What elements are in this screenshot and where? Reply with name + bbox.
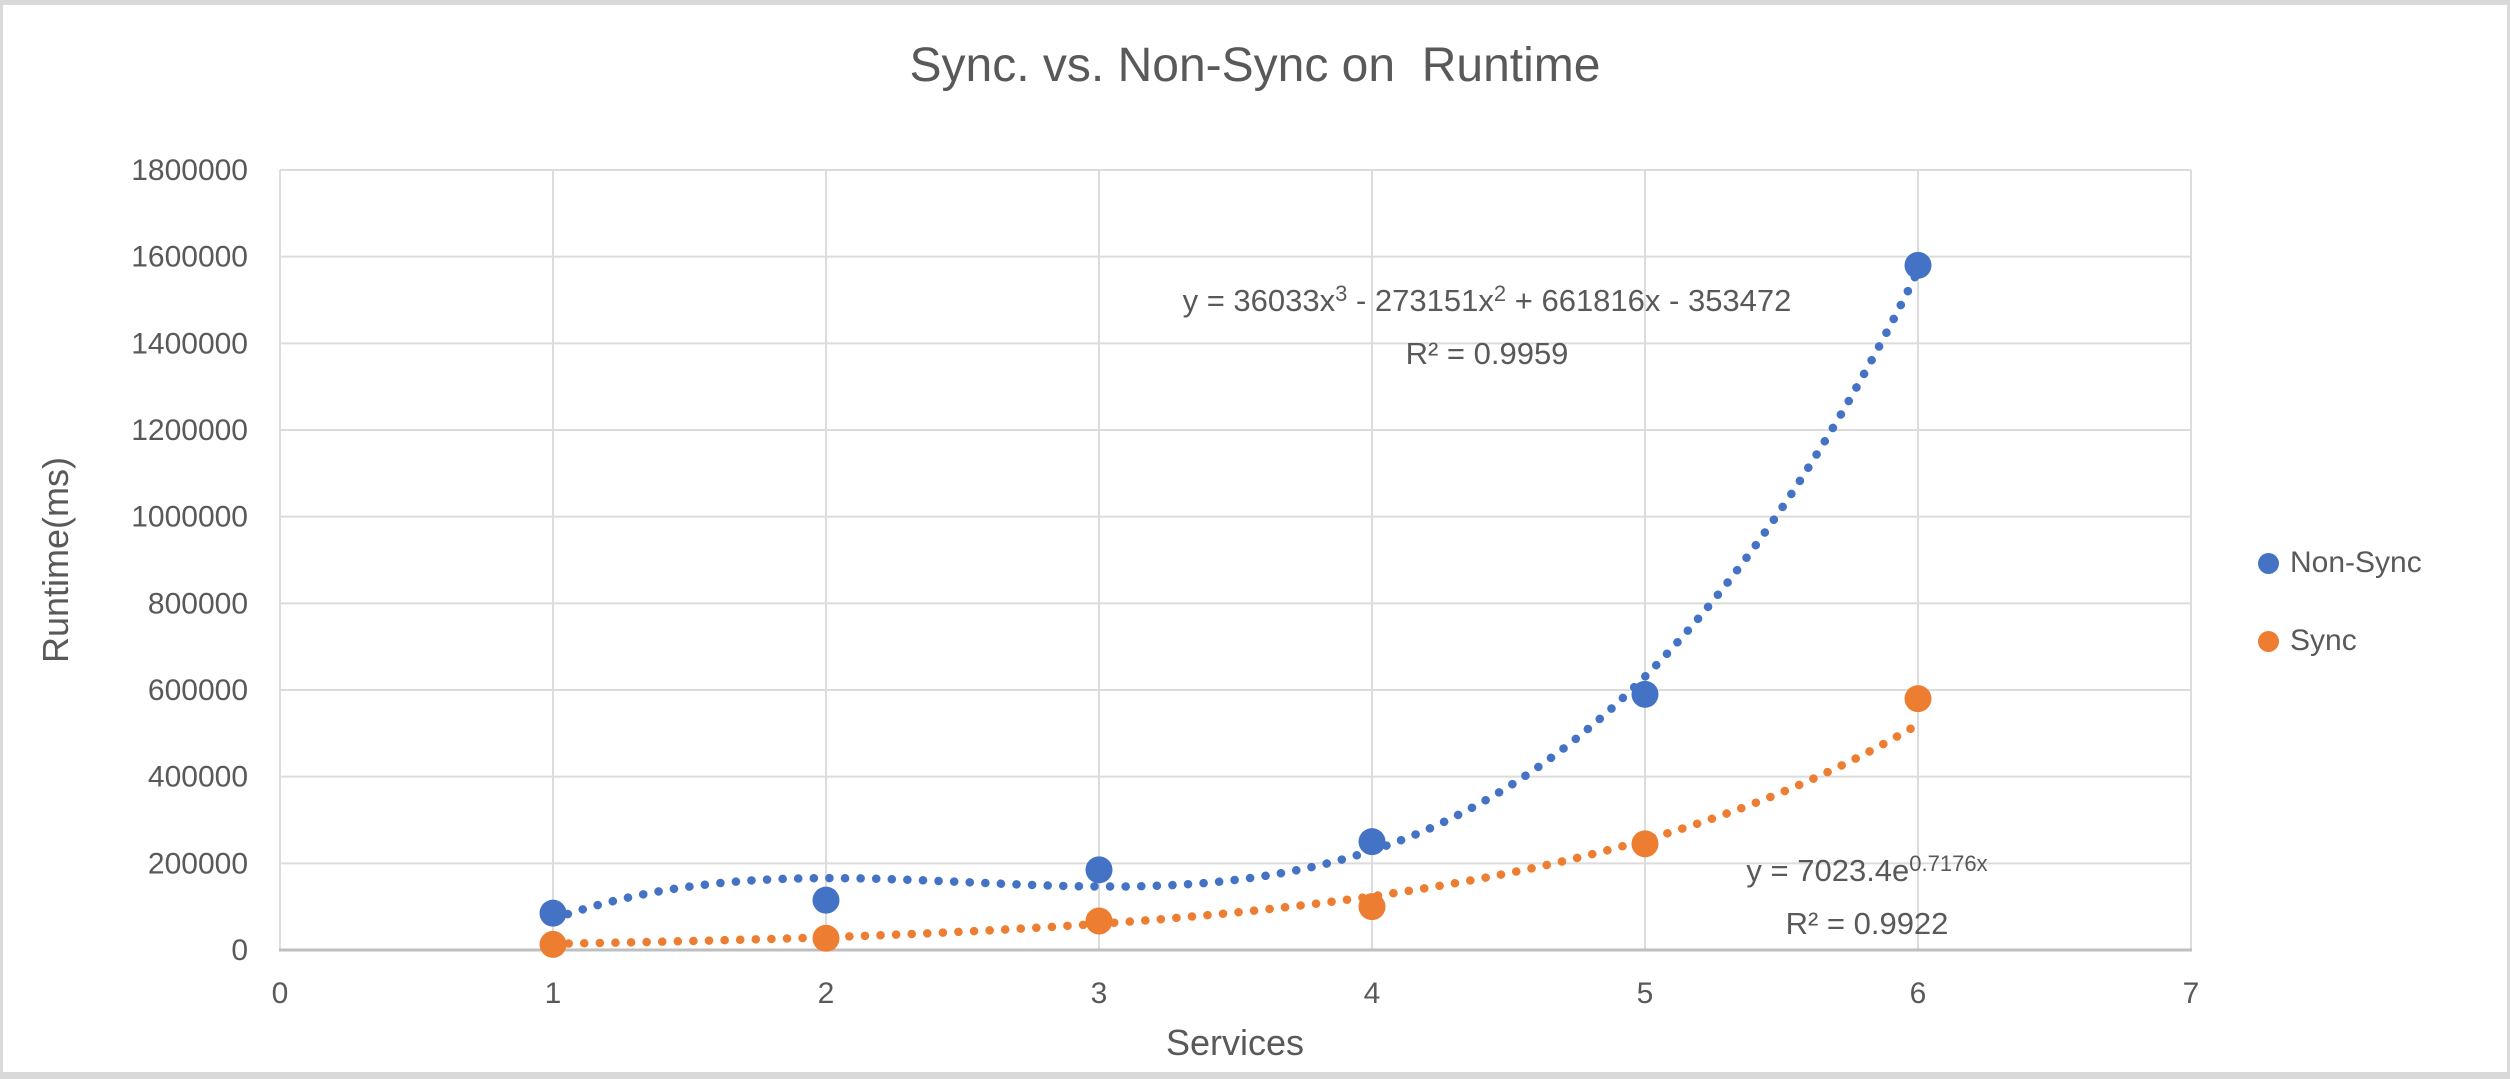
- frame-border-left: [0, 0, 3, 1079]
- data-point-non-sync-x5: [1631, 680, 1659, 708]
- frame-border-right: [2507, 0, 2510, 1079]
- trendline-sync: [548, 720, 1923, 949]
- r-squared-line: R² = 0.9959: [1405, 336, 1569, 371]
- data-point-sync-x5: [1631, 830, 1659, 858]
- y-tick-label: 0: [231, 934, 248, 967]
- x-tick-label: 3: [1091, 977, 1108, 1010]
- x-axis-title: Services: [1165, 1022, 1305, 1063]
- data-point-non-sync-x6: [1904, 251, 1932, 279]
- trendline-non-sync: [548, 266, 1923, 924]
- frame-border-top: [0, 0, 2510, 5]
- x-tick-label: 1: [545, 977, 562, 1010]
- data-point-sync-x4: [1358, 893, 1386, 921]
- legend-marker-sync-icon: [2258, 630, 2279, 652]
- y-tick-label: 200000: [148, 847, 248, 880]
- y-tick-label: 1200000: [131, 414, 248, 447]
- x-tick-label: 0: [272, 977, 289, 1010]
- y-tick-label: 1600000: [131, 241, 248, 274]
- y-tick-label: 1400000: [131, 327, 248, 360]
- legend-item-sync: Sync: [2258, 624, 2422, 658]
- legend-marker-non-sync-icon: [2258, 552, 2279, 574]
- y-axis-title: Runtime(ms): [35, 456, 76, 664]
- y-tick-label: 400000: [148, 761, 248, 794]
- chart-title: Sync. vs. Non-Sync on Runtime: [909, 39, 1601, 92]
- data-point-non-sync-x1: [539, 899, 567, 927]
- data-point-sync-x1: [539, 930, 567, 958]
- y-tick-label: 800000: [148, 587, 248, 620]
- x-tick-label: 4: [1364, 977, 1381, 1010]
- legend-label-non-sync: Non-Sync: [2290, 546, 2422, 579]
- legend-item-non-sync: Non-Sync: [2258, 546, 2422, 580]
- trendline-equation-sync: y = 7023.4e0.7176x R² = 0.9922: [1746, 846, 1987, 949]
- frame-border-bottom: [0, 1072, 2510, 1079]
- x-tick-label: 6: [1910, 977, 1927, 1010]
- trendline-equation-non-sync: y = 36033x3 - 273151x2 + 661816x - 35347…: [1183, 276, 1792, 379]
- y-tick-label: 600000: [148, 674, 248, 707]
- y-tick-label: 1800000: [131, 154, 248, 187]
- data-point-sync-x2: [812, 924, 840, 952]
- x-tick-label: 7: [2183, 977, 2200, 1010]
- r-squared-line: R² = 0.9922: [1785, 906, 1949, 941]
- y-tick-label: 1000000: [131, 501, 248, 534]
- legend-label-sync: Sync: [2290, 624, 2357, 657]
- data-point-sync-x6: [1904, 685, 1932, 713]
- legend: Non-Sync Sync: [2258, 546, 2422, 658]
- data-point-sync-x3: [1085, 907, 1113, 935]
- x-tick-label: 5: [1637, 977, 1654, 1010]
- x-tick-label: 2: [818, 977, 835, 1010]
- data-point-non-sync-x3: [1085, 856, 1113, 884]
- equation-line: y = 7023.4e0.7176x: [1746, 851, 1988, 888]
- equation-line: y = 36033x3 - 273151x2 + 661816x - 35347…: [1182, 281, 1792, 318]
- data-point-non-sync-x4: [1358, 828, 1386, 856]
- data-point-non-sync-x2: [812, 886, 840, 914]
